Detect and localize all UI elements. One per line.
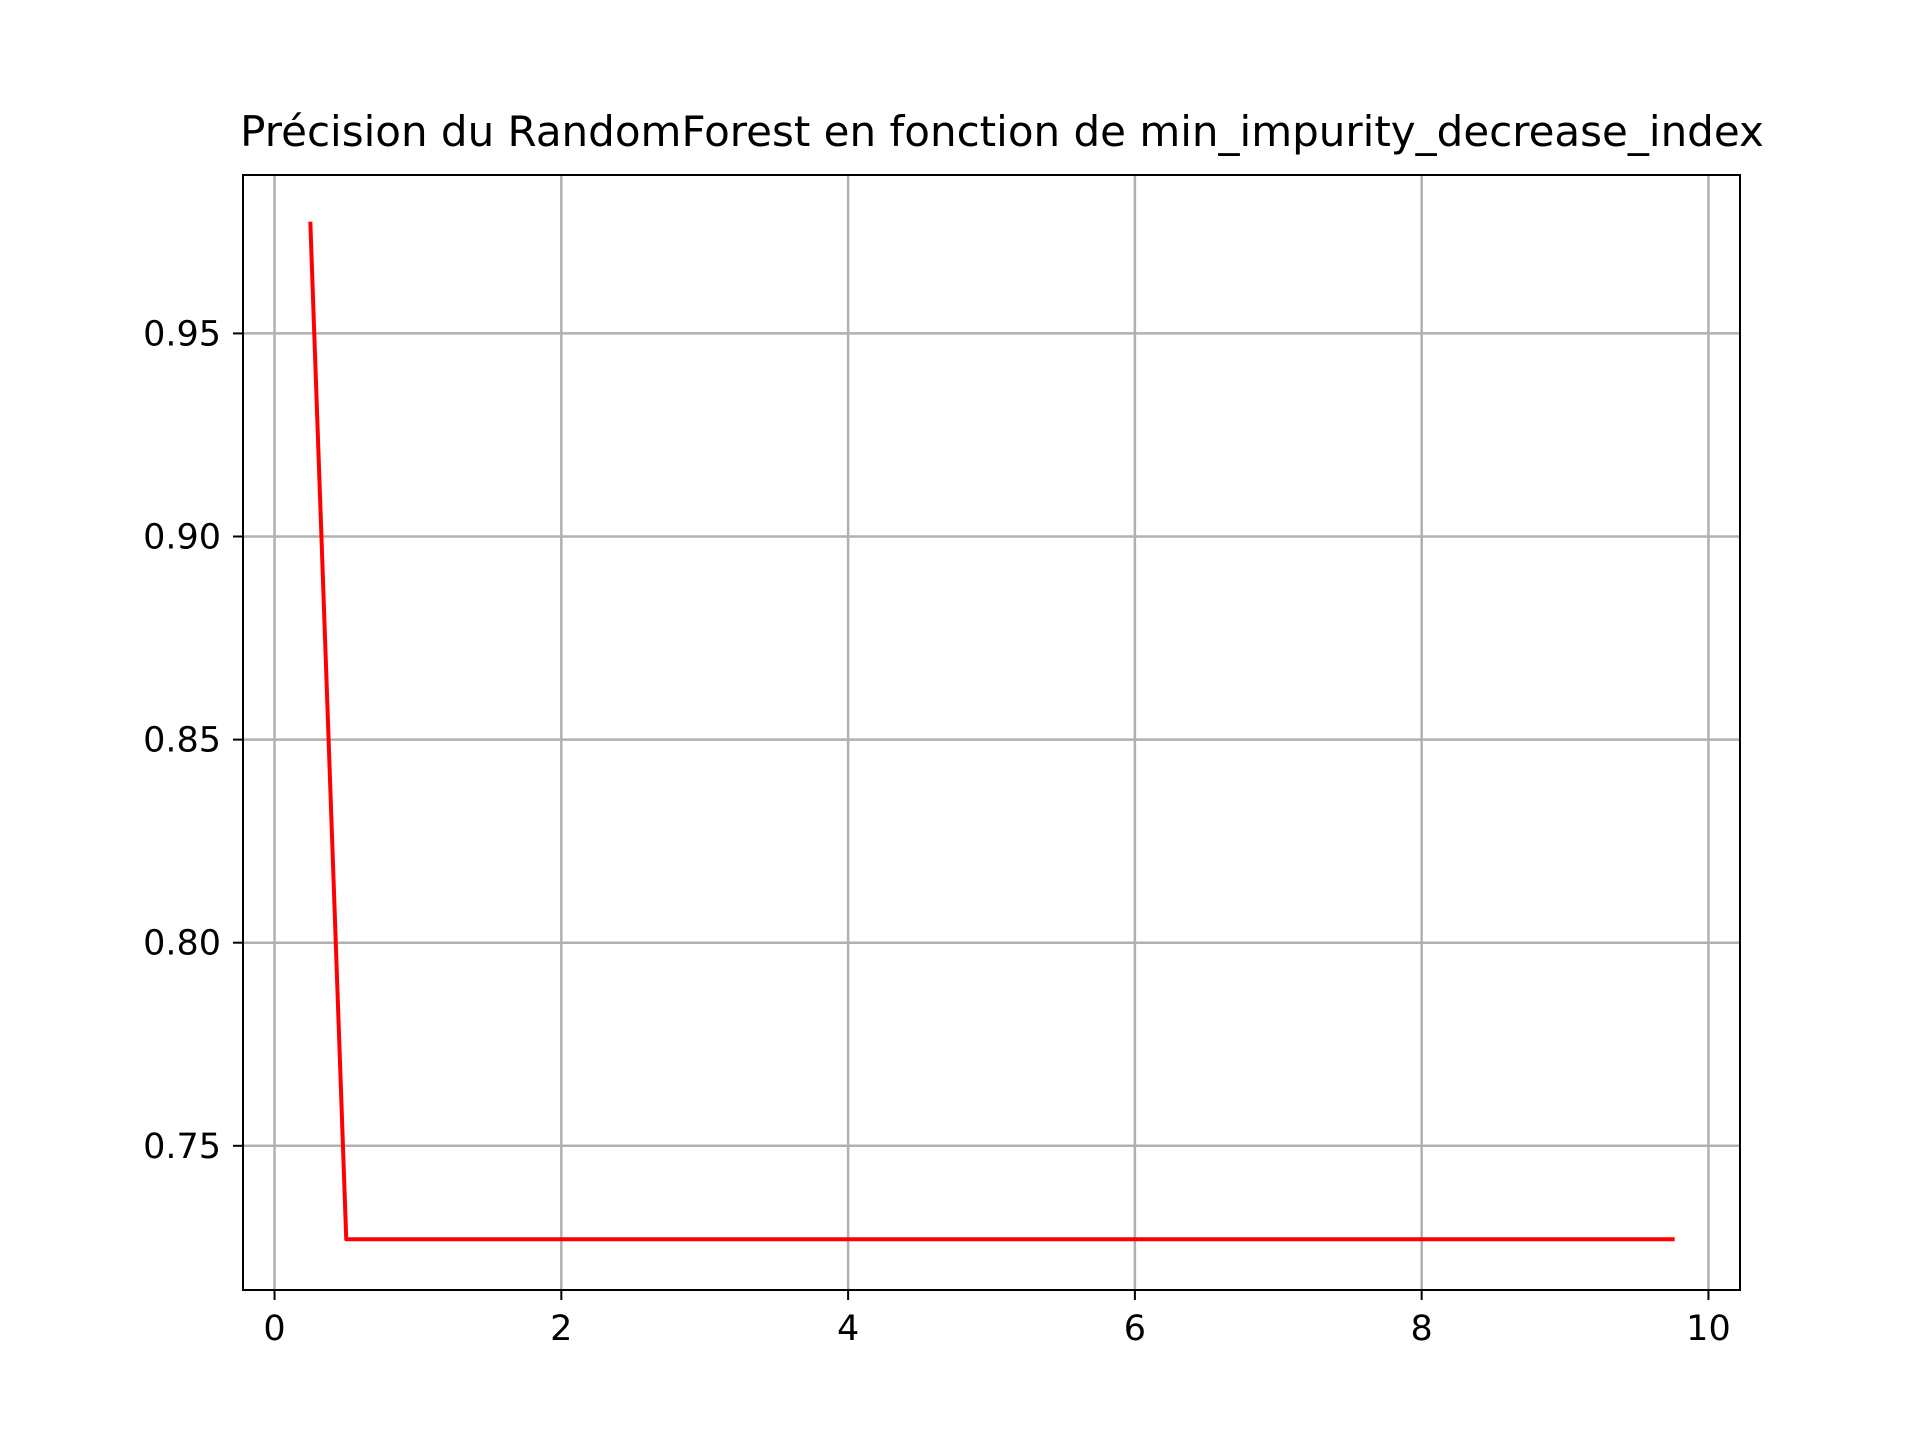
x-axis: 0 2 4 6 8 10	[263, 1290, 1731, 1349]
x-tick-label-3: 6	[1124, 1309, 1146, 1349]
plot-area-frame	[242, 174, 1741, 1291]
series-line-0	[308, 221, 1675, 1242]
y-tick-label-1: 0.80	[143, 924, 221, 964]
x-tick-label-2: 4	[837, 1309, 859, 1349]
y-axis: 0.75 0.80 0.85 0.90 0.95	[143, 314, 243, 1167]
x-tick-label-0: 0	[263, 1309, 285, 1349]
y-tick-label-2: 0.85	[143, 721, 221, 761]
y-tick-label-4: 0.95	[143, 314, 221, 354]
grid	[243, 175, 1740, 1290]
x-tick-label-1: 2	[550, 1309, 572, 1349]
y-tick-label-3: 0.90	[143, 518, 221, 558]
x-tick-label-5: 10	[1686, 1309, 1731, 1349]
series-layer	[308, 221, 1675, 1242]
chart-title: Précision du RandomForest en fonction de…	[240, 107, 1764, 156]
x-tick-label-4: 8	[1411, 1309, 1433, 1349]
y-tick-label-0: 0.75	[143, 1127, 221, 1167]
